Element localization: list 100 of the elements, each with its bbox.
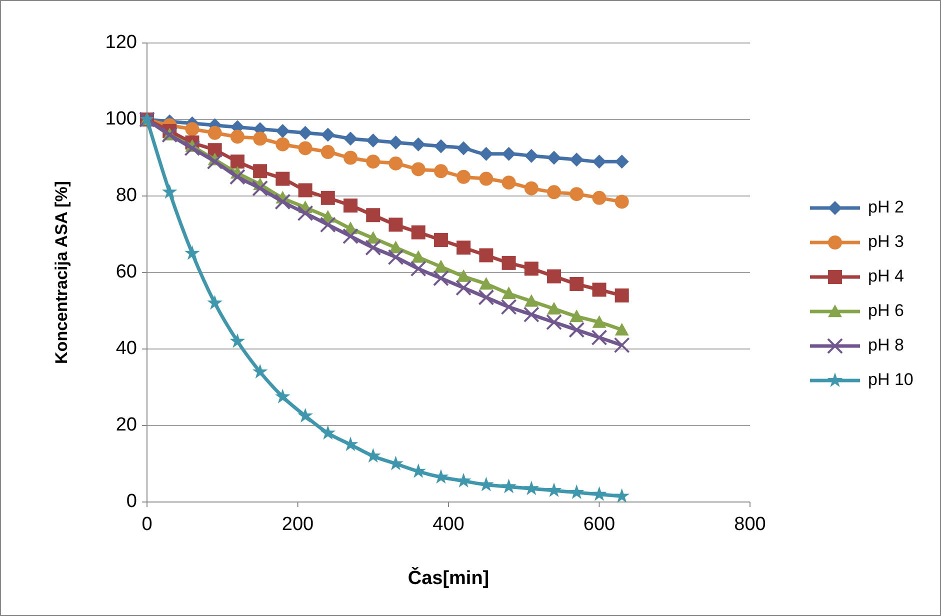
point — [366, 134, 380, 148]
point — [502, 256, 516, 270]
point — [592, 315, 606, 328]
point — [411, 137, 426, 152]
point — [276, 124, 290, 138]
point — [432, 270, 449, 286]
y-tick-label: 40 — [116, 338, 137, 360]
point — [479, 172, 494, 186]
point — [230, 333, 246, 348]
x-tick-label: 0 — [142, 514, 152, 535]
point — [344, 150, 358, 165]
point — [592, 154, 606, 169]
point — [320, 190, 335, 205]
point — [274, 194, 291, 210]
y-tick-label: 120 — [105, 32, 137, 54]
point — [434, 164, 448, 178]
point — [591, 330, 608, 346]
point — [524, 294, 538, 307]
point — [614, 288, 629, 302]
point — [456, 240, 471, 255]
legend-label: pH 8 — [868, 335, 904, 354]
point — [320, 425, 336, 440]
point — [298, 141, 312, 156]
point — [456, 269, 471, 282]
point — [547, 269, 562, 284]
point — [411, 225, 426, 240]
point — [524, 148, 538, 163]
point — [208, 126, 222, 140]
point — [456, 280, 472, 296]
point — [592, 190, 606, 205]
point — [614, 322, 629, 336]
point — [614, 337, 630, 354]
point — [229, 168, 246, 185]
point — [252, 180, 268, 196]
point — [479, 276, 494, 290]
point — [365, 240, 382, 256]
point — [320, 216, 336, 233]
point — [434, 260, 448, 272]
point — [523, 306, 540, 323]
point — [388, 135, 403, 150]
legend-label: pH 2 — [868, 197, 904, 216]
point — [184, 245, 200, 260]
point — [456, 472, 472, 488]
legend-label: pH 3 — [868, 232, 904, 251]
point — [500, 298, 517, 315]
point — [388, 249, 404, 266]
legend-label: pH 6 — [868, 300, 904, 320]
x-axis-title: Čas[min] — [408, 566, 490, 589]
point — [592, 486, 607, 501]
point — [253, 164, 268, 178]
point — [230, 130, 244, 144]
point — [592, 282, 606, 297]
point — [207, 295, 222, 310]
point — [546, 482, 562, 498]
point — [570, 276, 584, 291]
point — [547, 185, 562, 200]
point — [298, 183, 312, 198]
point — [568, 322, 585, 338]
point — [570, 152, 584, 167]
point — [434, 232, 448, 247]
point — [568, 484, 584, 499]
point — [478, 476, 494, 492]
point — [276, 137, 290, 152]
legend-label: pH 4 — [868, 266, 904, 286]
point — [524, 181, 538, 196]
point — [366, 208, 380, 222]
y-axis-title: Koncentracija ASA [%] — [52, 181, 71, 364]
point — [342, 228, 359, 244]
point — [298, 408, 313, 422]
point — [456, 170, 471, 184]
y-tick-label: 60 — [116, 262, 137, 283]
x-tick-label: 800 — [734, 514, 766, 535]
point — [502, 146, 516, 161]
x-tick-label: 600 — [583, 514, 616, 535]
y-tick-label: 100 — [105, 108, 137, 130]
point — [479, 146, 494, 161]
point — [230, 154, 244, 169]
point — [320, 145, 335, 160]
point — [253, 132, 268, 146]
point — [162, 184, 178, 199]
y-tick-label: 80 — [116, 185, 137, 206]
point — [502, 176, 516, 190]
point — [344, 198, 358, 213]
point — [388, 156, 403, 170]
point — [276, 172, 290, 186]
point — [410, 260, 426, 277]
point — [344, 132, 358, 146]
point — [342, 436, 358, 452]
legend-label: pH 10 — [868, 370, 914, 389]
point — [479, 248, 494, 262]
point — [547, 302, 562, 314]
point — [185, 122, 200, 136]
point — [434, 139, 448, 154]
point — [298, 126, 312, 140]
x-tick-label: 200 — [282, 514, 314, 535]
point — [275, 388, 290, 404]
point — [184, 140, 200, 156]
point — [546, 314, 562, 330]
point — [456, 141, 471, 156]
point — [411, 162, 426, 176]
